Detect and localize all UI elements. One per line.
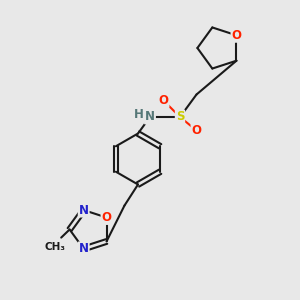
- Text: N: N: [79, 204, 89, 217]
- Text: N: N: [79, 242, 89, 255]
- Text: S: S: [176, 110, 184, 124]
- Text: O: O: [158, 94, 169, 107]
- Text: O: O: [101, 211, 112, 224]
- Text: N: N: [145, 110, 155, 124]
- Text: O: O: [232, 29, 242, 42]
- Text: H: H: [134, 108, 143, 121]
- Text: CH₃: CH₃: [44, 242, 65, 252]
- Text: O: O: [191, 124, 202, 137]
